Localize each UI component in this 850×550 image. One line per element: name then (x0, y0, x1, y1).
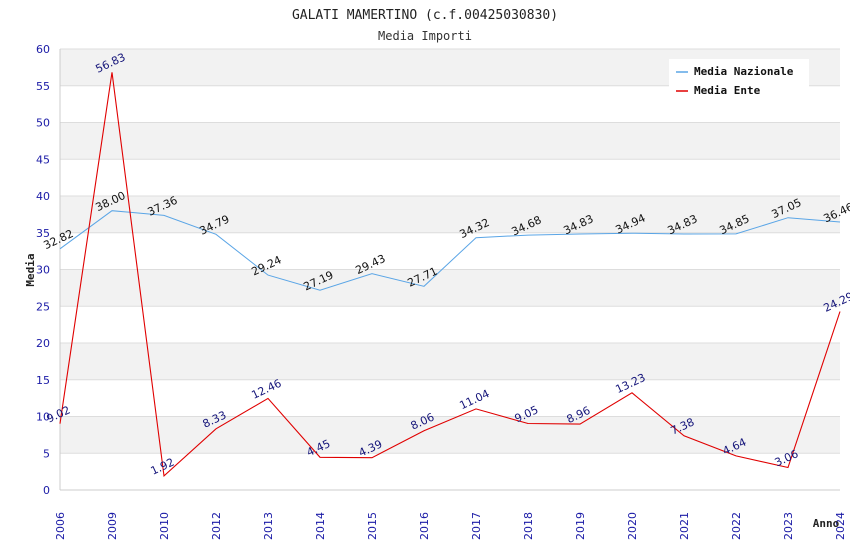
x-tick-label: 2022 (730, 512, 743, 540)
x-tick-label: 2019 (574, 512, 587, 540)
x-axis-ticks: 2006 2009 2010 2012 2013 2014 2015 2016 2017 2018… (54, 512, 847, 540)
y-tick-label: 10 (36, 411, 50, 424)
y-tick-label: 0 (43, 484, 50, 497)
x-axis-label: Anno (813, 517, 840, 530)
grid-band (60, 122, 840, 160)
y-tick-label: 15 (36, 374, 50, 387)
chart-subtitle: Media Importi (378, 29, 472, 43)
data-label-media-ente: 12.46 (249, 377, 283, 402)
y-tick-label: 50 (36, 117, 50, 130)
y-tick-label: 45 (36, 153, 50, 166)
y-tick-label: 40 (36, 190, 50, 203)
y-axis-ticks: 0 5 10 15 20 25 30 35 40 45 50 55 60 (36, 43, 50, 497)
series-lines (59, 72, 841, 478)
x-tick-label: 2010 (158, 512, 171, 540)
grid-band (60, 343, 840, 380)
y-tick-label: 20 (36, 337, 50, 350)
series-line-media-nazionale (59, 210, 841, 291)
y-tick-label: 55 (36, 80, 50, 93)
x-tick-label: 2021 (678, 512, 691, 540)
data-label-media-ente: 1.92 (149, 456, 177, 478)
data-label-media-ente: 11.04 (457, 387, 491, 412)
y-tick-label: 35 (36, 227, 50, 240)
x-tick-label: 2009 (106, 512, 119, 540)
grid-lines (59, 48, 840, 491)
legend-box (669, 59, 809, 97)
y-tick-label: 25 (36, 300, 50, 313)
x-tick-label: 2017 (470, 512, 483, 540)
y-tick-label: 30 (36, 264, 50, 277)
x-tick-label: 2024 (834, 512, 847, 540)
legend-label-media-nazionale: Media Nazionale (694, 65, 794, 78)
y-axis-label: Media (24, 253, 37, 286)
x-tick-label: 2018 (522, 512, 535, 540)
grid-band (60, 416, 840, 454)
grid-bands (60, 49, 840, 454)
x-tick-label: 2014 (314, 512, 327, 540)
x-tick-label: 2013 (262, 512, 275, 540)
x-tick-label: 2006 (54, 512, 67, 540)
x-tick-label: 2015 (366, 512, 379, 540)
chart-title: GALATI MAMERTINO (c.f.00425030830) (292, 8, 558, 23)
y-tick-label: 5 (43, 447, 50, 460)
x-tick-label: 2023 (782, 512, 795, 540)
x-tick-label: 2020 (626, 512, 639, 540)
x-tick-label: 2016 (418, 512, 431, 540)
grid-band (60, 269, 840, 307)
grid-band (60, 196, 840, 233)
legend: Media Nazionale Media Ente (669, 59, 809, 97)
x-tick-label: 2012 (210, 512, 223, 540)
legend-label-media-ente: Media Ente (694, 84, 761, 97)
series-line-media-ente (59, 72, 841, 478)
y-tick-label: 60 (36, 43, 50, 56)
